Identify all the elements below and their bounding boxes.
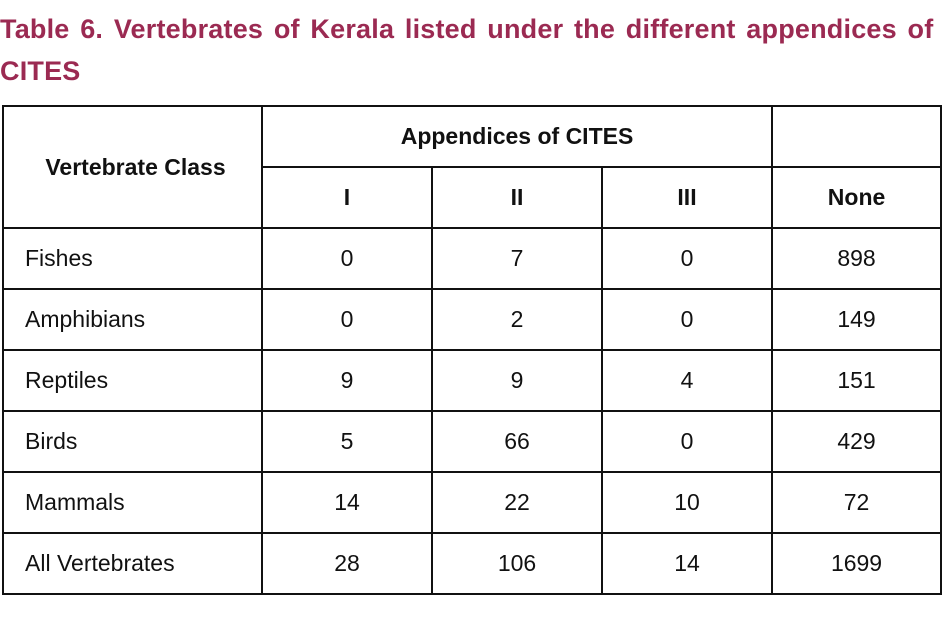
row-label: Birds [2,410,263,473]
cell-appendix-ii: 2 [431,288,603,351]
cites-appendices-table: Vertebrate Class Appendices of CITES I I… [2,105,943,595]
cell-none: 1699 [771,532,943,595]
cell-none: 72 [771,471,943,534]
cell-appendix-iii: 0 [600,288,774,351]
table-row: Amphibians 0 2 0 149 [2,288,943,351]
cell-appendix-ii: 66 [431,410,603,473]
cell-appendix-ii: 106 [431,532,603,595]
row-label: Amphibians [2,288,263,351]
cell-appendix-iii: 0 [600,410,774,473]
table-body: Fishes 0 7 0 898 Amphibians 0 2 0 149 Re… [2,227,943,595]
cell-appendix-i: 0 [261,227,433,290]
row-label: Mammals [2,471,263,534]
cell-none: 151 [771,349,943,412]
table-caption: Table 6. Vertebrates of Kerala listed un… [0,14,934,86]
cell-appendix-iii: 4 [600,349,774,412]
header-row-columns: I II III None [3,166,943,229]
table-row: Mammals 14 22 10 72 [2,471,943,534]
cell-appendix-iii: 14 [600,532,774,595]
cell-appendix-ii: 7 [431,227,603,290]
table-row: Fishes 0 7 0 898 [2,227,943,290]
cell-appendix-i: 0 [261,288,433,351]
table-row: Reptiles 9 9 4 151 [2,349,943,412]
column-header-none: None [771,166,943,229]
column-header-appendix-ii: II [431,166,603,229]
table-row-total: All Vertebrates 28 106 14 1699 [2,532,943,595]
cell-appendix-ii: 22 [431,471,603,534]
empty-header-cell [771,105,943,168]
appendices-group-header: Appendices of CITES [260,105,774,168]
row-label: All Vertebrates [2,532,263,595]
table-header: Vertebrate Class Appendices of CITES I I… [2,105,943,229]
header-row-top: Vertebrate Class Appendices of CITES [2,105,943,229]
cell-appendix-ii: 9 [431,349,603,412]
cell-appendix-i: 9 [261,349,433,412]
cell-none: 429 [771,410,943,473]
cell-appendix-i: 28 [261,532,433,595]
cell-none: 149 [771,288,943,351]
table-row: Birds 5 66 0 429 [2,410,943,473]
vertebrate-class-header: Vertebrate Class [2,105,263,229]
row-label: Fishes [2,227,263,290]
column-header-appendix-i: I [261,166,433,229]
cell-appendix-i: 5 [261,410,433,473]
row-label: Reptiles [2,349,263,412]
cell-appendix-i: 14 [261,471,433,534]
column-header-appendix-iii: III [600,166,774,229]
cell-appendix-iii: 10 [600,471,774,534]
cell-none: 898 [771,227,943,290]
cell-appendix-iii: 0 [600,227,774,290]
